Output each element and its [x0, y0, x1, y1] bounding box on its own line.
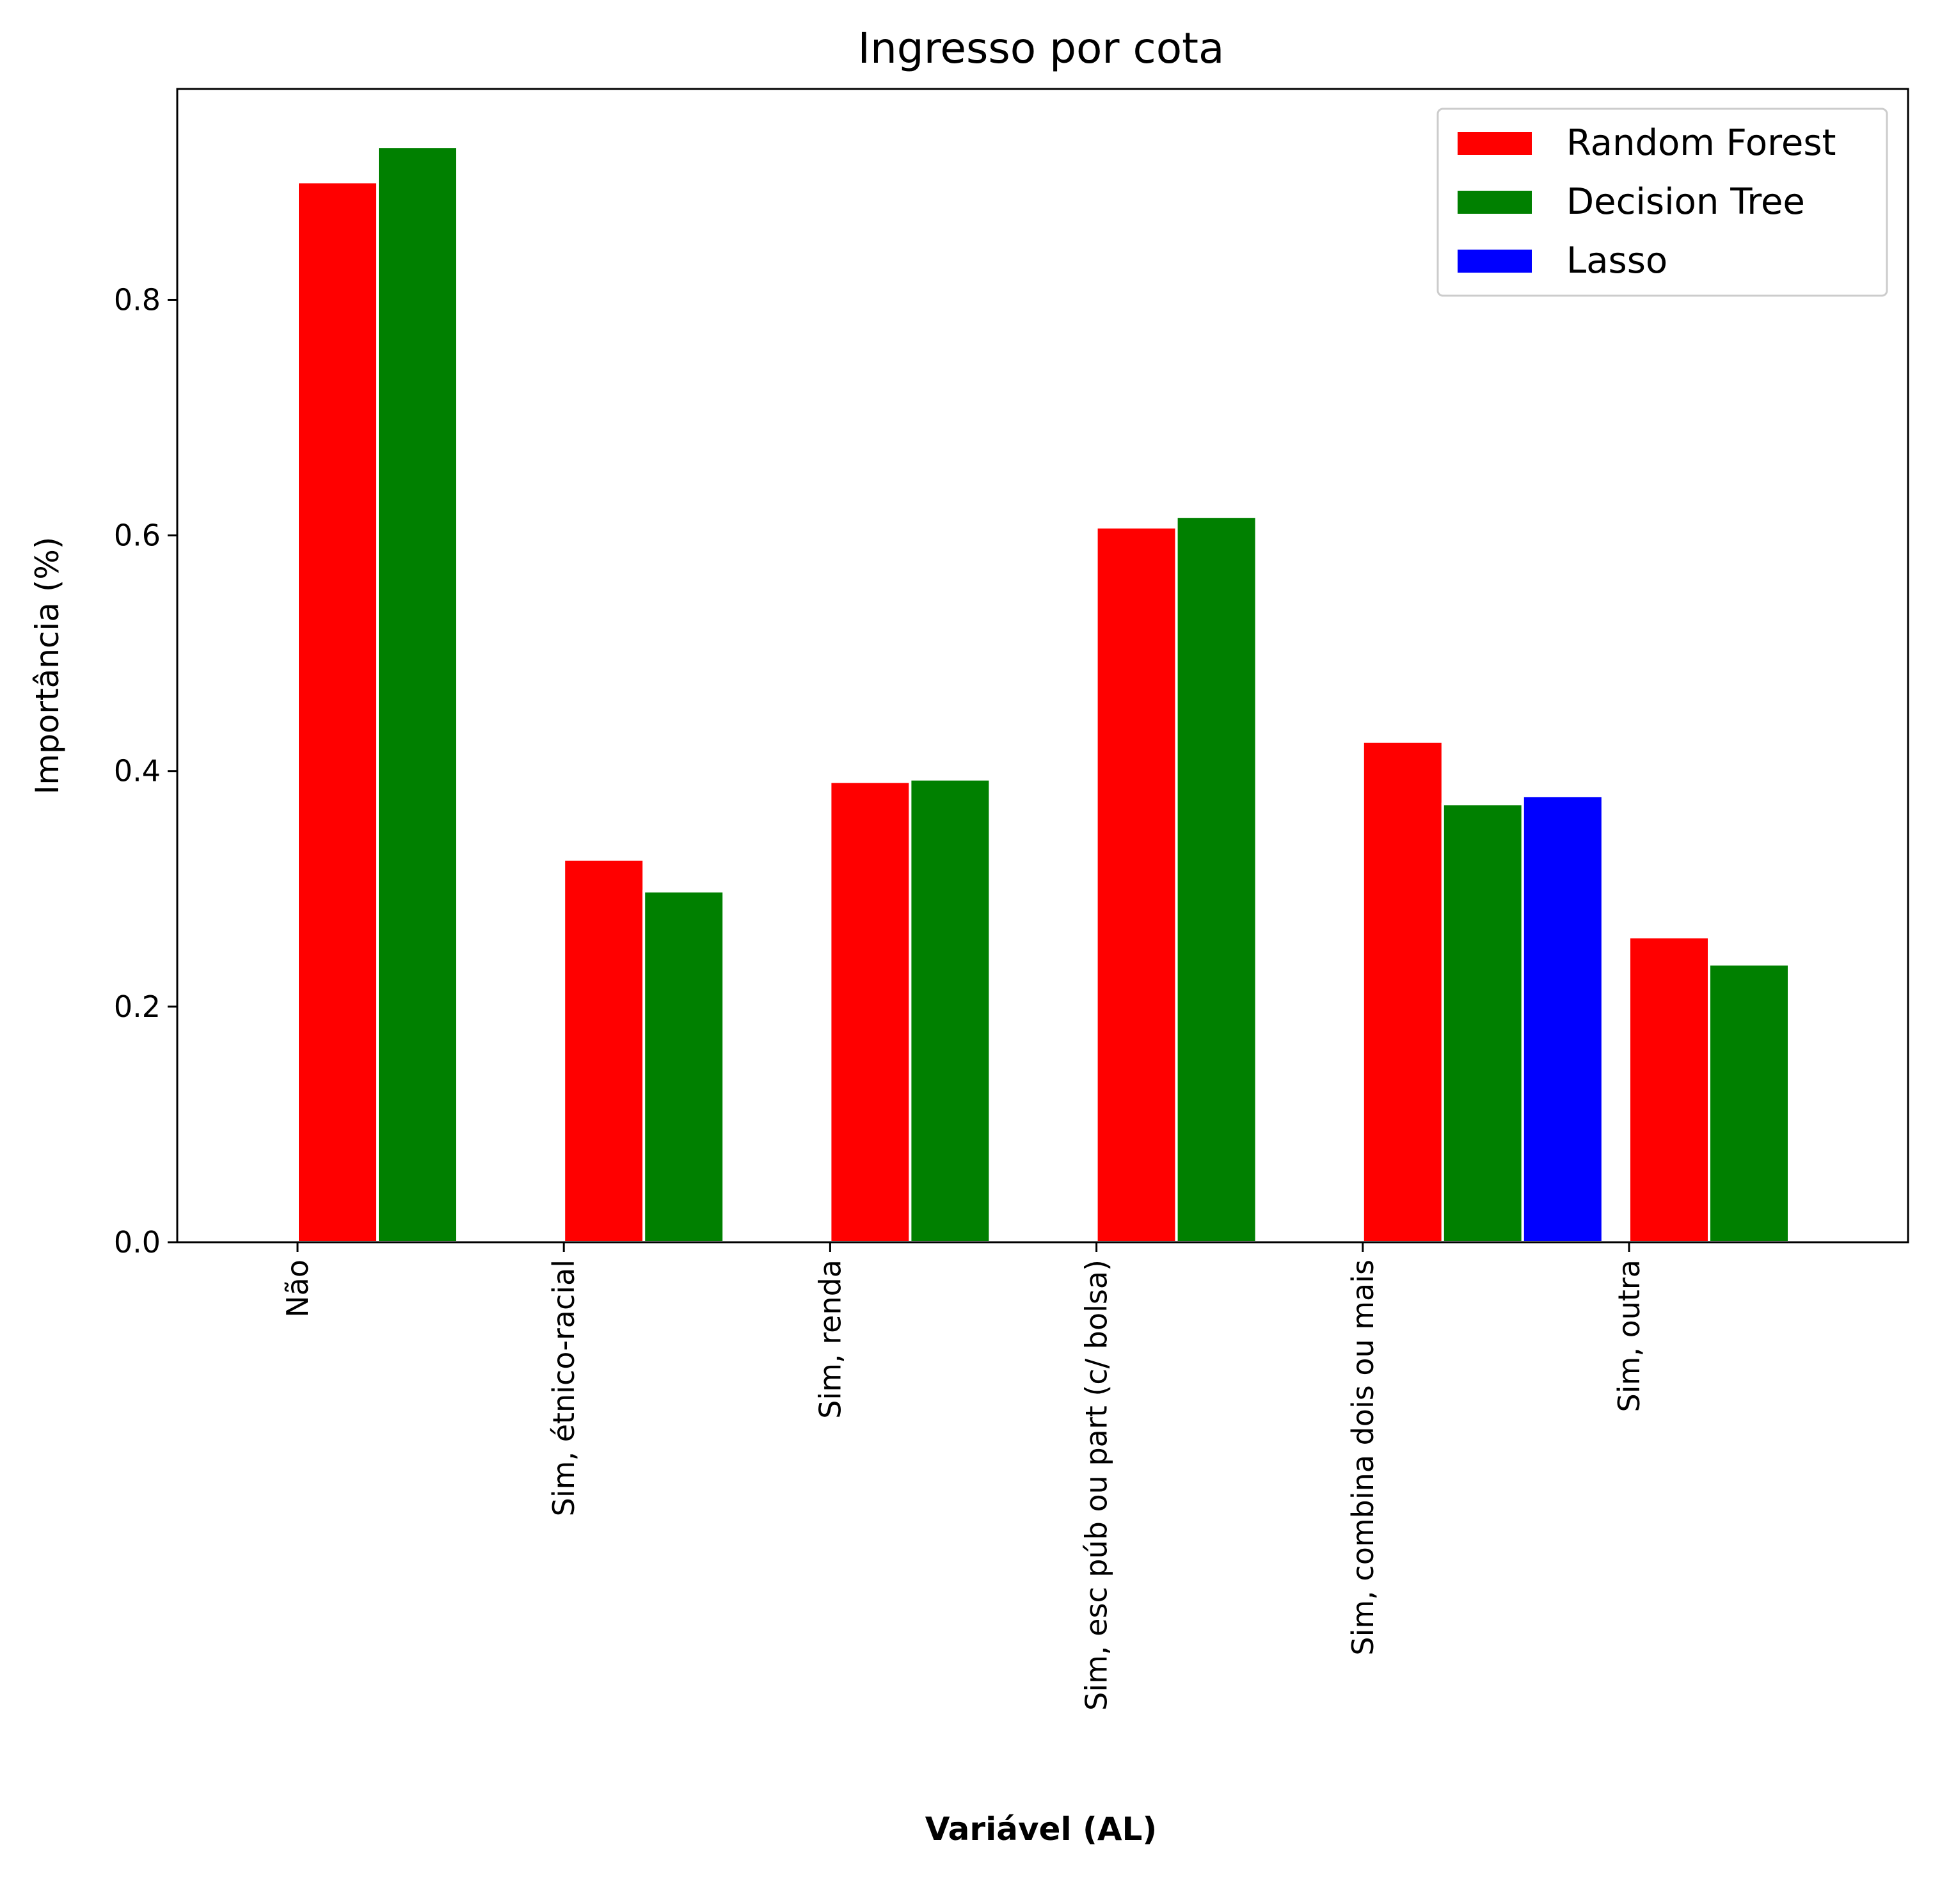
x-tick-label: Sim, outra	[1612, 1260, 1646, 1412]
legend-swatch-random-forest	[1458, 132, 1532, 155]
x-tick-label: Sim, étnico-racial	[546, 1260, 581, 1516]
y-tick-label: 0.4	[114, 754, 161, 788]
x-tick-label: Sim, combina dois ou mais	[1346, 1260, 1380, 1656]
bar-decision-tree-0	[376, 145, 459, 1244]
x-tick-label: Sim, esc púb ou part (c/ bolsa)	[1079, 1260, 1114, 1711]
y-axis-label: Importância (%)	[29, 537, 66, 795]
bar-decision-tree-5	[1708, 963, 1790, 1244]
legend-swatch-lasso	[1458, 250, 1532, 273]
bar-random-forest-2	[829, 780, 912, 1244]
x-axis-label: Variável (AL)	[925, 1811, 1157, 1848]
chart-title: Ingresso por cota	[858, 24, 1225, 73]
bar-decision-tree-3	[1175, 515, 1258, 1244]
legend-label-lasso: Lasso	[1566, 240, 1667, 282]
bar-random-forest-3	[1095, 525, 1178, 1244]
legend-label-decision-tree: Decision Tree	[1566, 181, 1805, 223]
x-tick-label: Sim, renda	[813, 1260, 847, 1419]
y-tick-label: 0.8	[114, 282, 161, 317]
bars-layer	[296, 145, 1790, 1244]
legend-box	[1436, 108, 1888, 297]
y-tick-label: 0.2	[114, 989, 161, 1024]
y-axis: 0.0 0.2 0.4 0.6 0.8	[114, 282, 177, 1260]
y-tick-label: 0.0	[114, 1225, 161, 1260]
legend[interactable]: Random Forest Decision Tree Lasso	[1436, 108, 1888, 297]
bar-decision-tree-4	[1441, 803, 1524, 1244]
legend-label-random-forest: Random Forest	[1566, 122, 1836, 164]
legend-swatch-decision-tree	[1458, 191, 1532, 214]
bar-random-forest-5	[1628, 936, 1710, 1244]
x-axis: Não Sim, étnico-racial Sim, renda Sim, esc …	[280, 1242, 1646, 1711]
bar-random-forest-0	[296, 180, 379, 1244]
bar-random-forest-1	[562, 858, 646, 1244]
x-tick-label: Não	[280, 1260, 315, 1318]
y-tick-label: 0.6	[114, 518, 161, 553]
bar-random-forest-4	[1361, 740, 1444, 1244]
bar-lasso-4	[1521, 794, 1604, 1244]
plot-frame	[176, 88, 1909, 1244]
bar-decision-tree-2	[909, 778, 992, 1244]
bar-decision-tree-1	[642, 890, 726, 1244]
